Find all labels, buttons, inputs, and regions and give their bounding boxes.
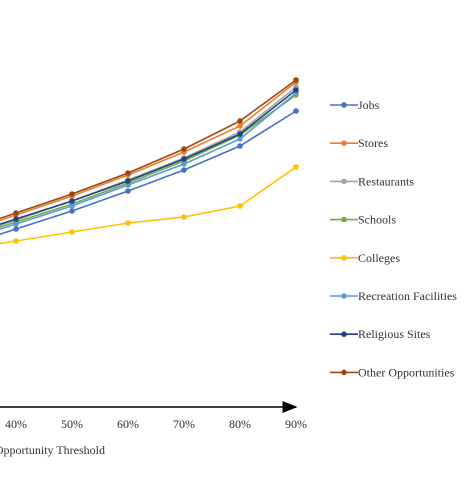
legend-swatch-marker (341, 369, 347, 376)
x-tick-label: 90% (285, 417, 307, 431)
x-tick-label: 60% (117, 417, 139, 431)
legend-label: Stores (358, 136, 388, 150)
legend-swatch-marker (341, 216, 347, 223)
legend-swatch-marker (341, 293, 347, 299)
x-axis: 40% 50% 60% 70% 80% 90% Opportunity Threshold (0, 401, 307, 457)
x-tick-label: 70% (173, 417, 195, 431)
series-line-other-opportunities (0, 79, 297, 220)
data-point-religious-sites (69, 198, 75, 204)
x-tick-label: 50% (61, 417, 83, 431)
legend-label: Religious Sites (358, 327, 431, 341)
legend-item-jobs: Jobs (330, 98, 380, 112)
data-point-religious-sites (293, 87, 299, 93)
series-line-religious-sites (0, 89, 297, 225)
legend-item-restaurants: Restaurants (330, 174, 414, 188)
data-point-recreation-facilities (69, 203, 75, 209)
legend-item-colleges: Colleges (330, 251, 400, 265)
data-point-other-opportunities (293, 77, 299, 83)
data-point-other-opportunities (237, 118, 243, 124)
legend-swatch-marker (341, 254, 347, 261)
plot-area (0, 77, 299, 245)
legend-label: Recreation Facilities (358, 289, 457, 303)
series-line-colleges (0, 166, 297, 245)
data-point-stores (237, 123, 243, 129)
x-tick-label: 40% (5, 417, 27, 431)
legend-label: Colleges (358, 251, 400, 265)
legend-swatch-marker (341, 331, 347, 338)
data-point-recreation-facilities (181, 161, 187, 167)
x-axis-title: Opportunity Threshold (0, 443, 105, 457)
data-point-colleges (69, 229, 75, 235)
legend-swatch-marker (341, 140, 347, 146)
x-tick-label: 80% (229, 417, 251, 431)
data-point-jobs (237, 143, 243, 149)
data-point-colleges (181, 214, 187, 220)
data-point-jobs (13, 226, 19, 232)
data-point-jobs (69, 208, 75, 214)
data-point-religious-sites (181, 156, 187, 162)
data-point-religious-sites (237, 131, 243, 137)
legend-item-religious-sites: Religious Sites (330, 327, 431, 341)
data-point-other-opportunities (125, 170, 131, 176)
data-point-recreation-facilities (13, 221, 19, 227)
legend-label: Restaurants (358, 174, 414, 188)
legend-item-stores: Stores (330, 136, 388, 150)
legend: Jobs Stores Restaurants Schools Colleges Recr… (330, 98, 457, 379)
legend-swatch-marker (341, 178, 347, 185)
data-point-religious-sites (125, 178, 131, 184)
data-point-recreation-facilities (125, 182, 131, 188)
legend-item-recreation-facilities: Recreation Facilities (330, 289, 457, 303)
data-point-religious-sites (13, 216, 19, 222)
data-point-recreation-facilities (237, 136, 243, 142)
legend-swatch-marker (341, 102, 347, 108)
legend-label: Other Opportunities (358, 365, 455, 379)
data-point-colleges (13, 238, 19, 244)
legend-label: Schools (358, 213, 396, 227)
data-point-other-opportunities (181, 146, 187, 152)
data-point-jobs (181, 167, 187, 173)
series-line-stores (0, 81, 297, 222)
data-point-colleges (237, 203, 243, 209)
legend-item-schools: Schools (330, 213, 396, 227)
data-point-other-opportunities (13, 210, 19, 216)
data-point-colleges (293, 164, 299, 170)
data-point-other-opportunities (69, 191, 75, 197)
data-point-colleges (125, 220, 131, 226)
legend-item-other-opportunities: Other Opportunities (330, 365, 455, 379)
data-point-jobs (125, 188, 131, 194)
data-point-jobs (293, 108, 299, 114)
legend-label: Jobs (358, 98, 380, 112)
